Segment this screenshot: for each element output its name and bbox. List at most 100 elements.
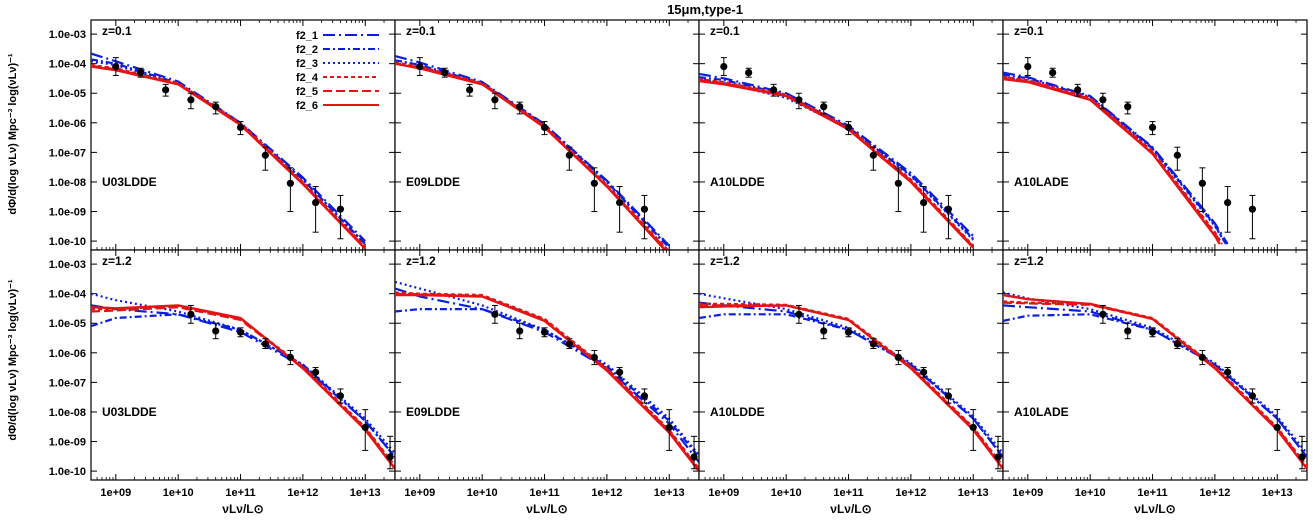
data-point [466,86,474,94]
x-tick-label: 1e+10 [163,487,194,499]
y-tick-label: 1.0e-07 [49,377,86,389]
data-point [869,151,877,159]
curve-f2_1 [699,72,974,237]
x-tick-label: 1e+11 [833,487,863,499]
panel-frame [394,249,700,481]
data-point [745,68,753,77]
data-point [236,328,245,336]
x-tick-label: 1e+09 [404,487,435,499]
panel-8: 1e+09 1e+10 1e+11 1e+12 1e+13 z=1.2 A10LADE [1002,249,1308,499]
panels-group: 1.0e-03 1.0e-04 1.0e-05 1.0e-06 1.0e-07 1.0e-… [49,19,1308,499]
data-point [236,123,245,131]
y-tick-label: 1.0e-06 [49,348,86,360]
data-point [590,353,598,361]
x-tick-label: 1e+09 [100,487,131,499]
x-tick-label: 1e+13 [350,487,381,499]
panel-frame [698,249,1004,481]
data-point [1124,103,1132,111]
data-point [565,151,573,159]
y-tick-label: 1.0e-09 [49,437,86,449]
y-tick-label: 1.0e-03 [49,29,86,41]
y-tick-label: 1.0e-10 [49,466,86,478]
redshift-label: z=1.2 [710,254,740,268]
data-point [565,340,573,348]
redshift-label: z=0.1 [1014,24,1044,38]
curve-f2_6 [91,65,367,250]
data-point [540,123,549,131]
x-tick-label: 1e+10 [1075,487,1106,499]
data-point [516,103,524,111]
model-label: A10LADE [1014,405,1069,419]
data-point [137,68,145,77]
data-point [1198,179,1206,187]
panel-6: 1e+09 1e+10 1e+11 1e+12 1e+13 z=1.2 E09LDDE [394,249,700,499]
data-point [640,392,649,400]
data-point [944,392,953,400]
redshift-label: z=1.2 [406,254,436,268]
curve-f2_6 [1003,77,1221,245]
legend-label: f2_2 [296,44,318,56]
model-label: E09LDDE [406,175,460,189]
x-tick-label: 1e+10 [467,487,498,499]
data-point [1298,453,1306,461]
panel-5: 1e+09 1e+10 1e+11 1e+12 1e+13 1.0e-03 1.0e-04 1… [49,249,396,499]
curves-group [1003,71,1229,245]
panel-frame [90,249,396,481]
data-point [336,392,345,400]
data-point [187,310,195,318]
curve-f2_1 [395,55,670,247]
x-axis-label-2: νLν/L⊙ [526,502,567,516]
y-tick-label: 1.0e-04 [49,289,87,301]
data-point [312,199,320,207]
x-tick-label: 1e+12 [287,487,318,499]
x-tick-label: 1e+13 [654,487,685,499]
data-point [1248,392,1257,400]
model-label: A10LADE [1014,175,1069,189]
panel-1: 1.0e-03 1.0e-04 1.0e-05 1.0e-06 1.0e-07 1.0e-… [49,19,396,251]
data-point [994,453,1002,461]
x-axis-label-4: νLν/L⊙ [1134,502,1175,516]
panel-4: z=0.1 A10LADE [1002,19,1308,251]
x-axis-label-1: νLν/L⊙ [222,502,263,516]
curve-f2_4 [395,291,699,470]
y-axis-label-bottom: dΦ/d(log νLν) Mpc⁻³ log(νLν)⁻¹ [7,279,19,441]
y-tick-label: 1.0e-07 [49,147,86,159]
legend-label: f2_6 [296,100,318,112]
redshift-label: z=0.1 [406,24,436,38]
figure-title: 15μm,type-1 [667,2,743,17]
data-point [820,327,828,335]
data-point [1224,199,1232,207]
data-point [640,205,649,213]
data-point [944,205,953,213]
x-tick-label: 1e+12 [895,487,926,499]
data-point [869,340,877,348]
data-point [1099,96,1107,104]
model-label: U03LDDE [102,175,157,189]
legend-label: f2_3 [296,58,318,70]
y-tick-label: 1.0e-10 [49,236,86,248]
panel-7: 1e+09 1e+10 1e+11 1e+12 1e+13 z=1.2 A10LDDE [698,249,1004,499]
data-point [844,123,853,131]
data-point [491,310,499,318]
curve-f2_3 [91,60,366,245]
curve-f2_1 [1003,304,1307,458]
data-point [770,86,778,94]
curves-group [91,52,367,250]
x-tick-label: 1e+12 [591,487,622,499]
data-point [491,96,499,104]
data-point [286,179,294,187]
x-tick-label: 1e+13 [1262,487,1293,499]
data-point [690,453,698,461]
redshift-label: z=1.2 [102,254,132,268]
model-label: A10LDDE [710,175,765,189]
model-label: U03LDDE [102,405,157,419]
model-label: A10LDDE [710,405,765,419]
curves-group [395,55,670,250]
data-point [1049,68,1057,77]
data-point [336,205,345,213]
data-point [441,68,449,77]
y-tick-label: 1.0e-05 [49,88,86,100]
data-point [312,368,320,376]
data-point [1248,205,1257,213]
y-tick-label: 1.0e-08 [49,177,86,189]
